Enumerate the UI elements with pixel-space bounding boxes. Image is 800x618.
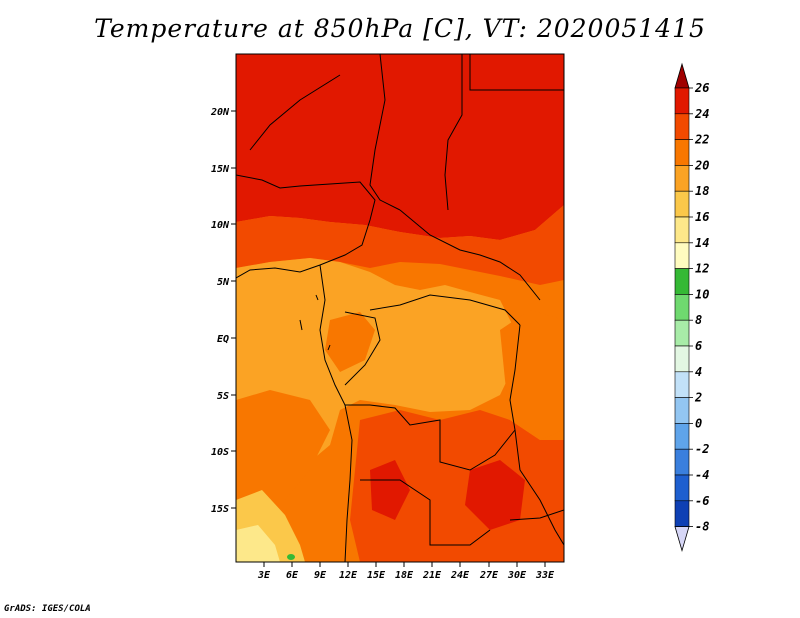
colorbar-swatch xyxy=(674,423,690,450)
lat-label: 20N xyxy=(210,107,230,118)
grads-credit: GrADS: IGES/COLA xyxy=(4,604,91,614)
colorbar-label: 6 xyxy=(695,339,702,353)
latitude-axis: 20N 15N 10N 5N EQ 5S 10S 15S xyxy=(210,107,236,515)
colorbar-swatch xyxy=(674,87,690,115)
colorbar-label: 12 xyxy=(695,262,709,276)
colorbar-swatch xyxy=(674,448,690,476)
lat-label: 10N xyxy=(211,220,230,231)
temperature-field xyxy=(236,54,564,562)
colorbar-label: 18 xyxy=(695,184,709,198)
lat-label: EQ xyxy=(217,334,229,345)
colorbar-label: 14 xyxy=(695,236,709,250)
field-24-26 xyxy=(236,54,564,240)
border-car-north xyxy=(399,209,541,301)
field-20-22-east xyxy=(500,310,564,440)
field-22-24 xyxy=(236,205,564,285)
field-14-16 xyxy=(236,525,280,562)
lon-label: 12E xyxy=(339,570,358,581)
lon-label: 27E xyxy=(479,570,499,581)
colorbar-swatch xyxy=(674,319,690,347)
colorbar-label: 20 xyxy=(694,158,709,172)
lon-label: 33E xyxy=(535,570,555,581)
field-20-22-patch xyxy=(325,312,375,372)
border-congo xyxy=(344,311,381,386)
border-niger xyxy=(249,74,341,151)
field-24-26-south xyxy=(370,460,410,520)
border-zambia xyxy=(360,479,491,546)
colorbar-label: 4 xyxy=(695,365,702,379)
colorbar-swatch xyxy=(674,371,690,398)
colorbar-swatch xyxy=(674,345,690,373)
colorbar-label: -2 xyxy=(695,442,709,456)
lon-label: 15E xyxy=(367,570,386,581)
lat-label: 5N xyxy=(217,277,230,288)
colorbar-lower-triangle xyxy=(674,526,690,553)
colorbar-label: 22 xyxy=(694,133,709,147)
field-24-26-southeast xyxy=(465,460,525,530)
border-mozambique xyxy=(509,509,564,521)
colorbar-label: 2 xyxy=(694,391,702,405)
map-title: Temperature at 850hPa [C], VT: 202005141… xyxy=(94,14,706,43)
lat-label: 15S xyxy=(211,504,229,515)
field-20-22-southwest xyxy=(236,390,330,520)
coastline-atlantic xyxy=(319,264,353,562)
colorbar-swatch xyxy=(674,216,690,244)
field-22-24-southeast xyxy=(350,410,564,562)
border-car-south xyxy=(369,294,521,326)
colorbar-label: 0 xyxy=(695,416,702,430)
island-marks xyxy=(299,294,331,351)
colorbar-label: -6 xyxy=(695,494,709,508)
colorbar-label: 24 xyxy=(694,107,709,121)
colorbar-swatch xyxy=(674,294,690,321)
colorbar-label: -4 xyxy=(695,468,709,482)
colorbar-label: 26 xyxy=(694,81,709,95)
colorbar-label: -8 xyxy=(695,520,709,534)
lon-label: 30E xyxy=(507,570,527,581)
lat-label: 15N xyxy=(211,164,230,175)
longitude-axis: 3E 6E 9E 12E 15E 18E 21E 24E 27E 30E 33E xyxy=(257,562,555,581)
border-sudan-west xyxy=(444,54,463,211)
colorbar-swatch xyxy=(674,190,690,218)
lon-label: 9E xyxy=(314,570,327,581)
lat-label: 5S xyxy=(217,391,229,402)
colorbar-swatch xyxy=(674,397,690,424)
coastline-west xyxy=(236,174,376,279)
colorbar-swatch xyxy=(674,500,690,527)
colorbar-swatch xyxy=(674,268,690,295)
colorbar-swatch xyxy=(674,113,690,140)
border-east-lakes xyxy=(509,324,564,546)
border-egypt xyxy=(469,54,564,91)
colorbar-swatch xyxy=(674,242,690,269)
lon-label: 3E xyxy=(257,570,271,581)
colorbar-upper-triangle xyxy=(674,62,690,89)
lon-label: 24E xyxy=(450,570,470,581)
lon-label: 6E xyxy=(286,570,299,581)
colorbar-label: 16 xyxy=(695,210,709,224)
colorbar-label: 10 xyxy=(695,287,709,301)
map-frame xyxy=(235,53,565,563)
colorbar-swatch xyxy=(674,165,690,192)
border-drc-south xyxy=(345,404,516,471)
field-12-14-spot xyxy=(287,554,295,560)
colorbar-swatch xyxy=(674,139,690,166)
lat-label: 10S xyxy=(211,447,229,458)
border-chad-west xyxy=(369,54,401,211)
colorbar-label: 8 xyxy=(695,313,702,327)
lon-label: 18E xyxy=(395,570,414,581)
country-boundaries xyxy=(236,54,564,562)
colorbar-swatch xyxy=(674,474,690,502)
lon-label: 21E xyxy=(422,570,442,581)
